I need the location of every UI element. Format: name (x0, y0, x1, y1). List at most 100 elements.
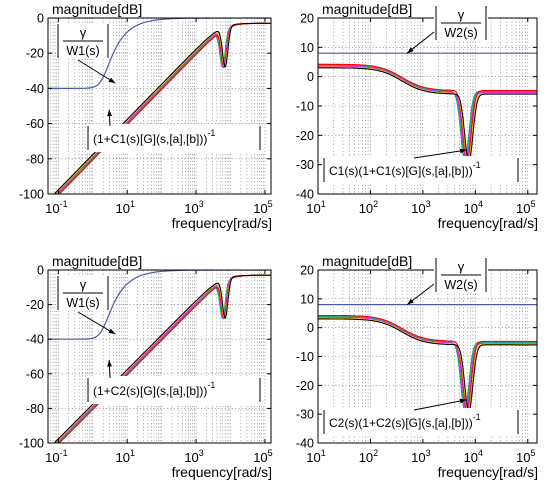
x-tick-base: 10 (516, 201, 530, 216)
y-tick-label: 0 (307, 70, 314, 84)
x-tick-base: 10 (359, 201, 373, 216)
plot-frame (47, 269, 272, 444)
weight-line (48, 18, 271, 90)
x-tick-exponent: 4 (478, 199, 483, 209)
expr-text: C2(s)(1+C2(s)[G](s,[a],[b]))-1 (329, 412, 481, 430)
series-line-2 (318, 65, 537, 163)
arrow-head (107, 359, 112, 367)
y-tick-label: 10 (300, 41, 314, 55)
y-tick-label: -20 (296, 129, 314, 143)
expr-body: C2(s)(1+C2(s)[G](s,[a],[b])) (329, 416, 473, 430)
series-line-4 (58, 274, 271, 443)
x-tick-label: 101 (115, 448, 134, 465)
arrow-head (407, 298, 414, 305)
fraction-denominator: W1(s) (66, 296, 99, 310)
series-line-5 (318, 317, 537, 413)
y-tick-label: -40 (26, 333, 44, 347)
x-tick-base: 10 (253, 450, 267, 465)
expr-text: C1(s)(1+C1(s)[G](s,[a],[b]))-1 (329, 160, 481, 178)
expr-body: (1+C2(s)[G](s,[a],[b])) (93, 384, 207, 398)
series-line-3 (318, 65, 537, 163)
x-tick-label: 10-1 (45, 448, 67, 465)
arrow-line (77, 311, 116, 335)
x-tick-base: 10 (359, 450, 373, 465)
x-tick-label: 105 (516, 448, 535, 465)
y-tick-label: -100 (19, 188, 44, 202)
x-tick-exponent: 2 (373, 448, 378, 458)
series-line-4 (58, 22, 271, 194)
y-tick-label: -100 (19, 437, 44, 451)
series-line-4 (318, 63, 537, 163)
y-tick-label: 10 (300, 292, 314, 306)
y-axis-label: magnitude[dB] (322, 1, 412, 17)
y-tick-label: -80 (26, 402, 44, 416)
x-tick-exponent: 3 (199, 448, 204, 458)
series-group (318, 304, 537, 413)
x-axis-label: frequency[rad/s] (438, 215, 538, 231)
y-tick-label: -10 (296, 100, 314, 114)
arrow-line (413, 149, 467, 159)
x-axis-label: frequency[rad/s] (172, 215, 272, 231)
expr-text: (1+C1(s)[G](s,[a],[b]))-1 (93, 128, 215, 146)
y-tick-label: -60 (26, 367, 44, 381)
x-tick-base: 10 (253, 201, 267, 216)
x-tick-exponent: -1 (60, 199, 68, 209)
y-tick-label: -30 (296, 158, 314, 172)
expr-exponent: -1 (473, 160, 481, 170)
x-tick-base: 10 (464, 201, 478, 216)
fraction-numerator: γ (80, 277, 87, 292)
fraction-numerator: γ (458, 7, 465, 22)
y-tick-label: -20 (26, 47, 44, 61)
x-tick-base: 10 (115, 201, 129, 216)
y-axis-label: magnitude[dB] (52, 253, 142, 269)
x-tick-exponent: 1 (130, 199, 135, 209)
expr-exponent: -1 (473, 412, 481, 422)
x-tick-exponent: 5 (530, 199, 535, 209)
annotations: γ W2(s) C2(s)(1+C2(s)[G](s,[a],[b]))-1 (322, 257, 522, 436)
y-tick-label: 0 (307, 321, 314, 335)
x-tick-exponent: 3 (199, 199, 204, 209)
expr-text: (1+C2(s)[G](s,[a],[b]))-1 (93, 380, 215, 398)
arrow-head (459, 148, 467, 154)
x-tick-base: 10 (184, 201, 198, 216)
x-tick-base: 10 (516, 450, 530, 465)
series-line-2 (318, 316, 537, 412)
x-tick-label: 105 (253, 448, 272, 465)
x-tick-base: 10 (184, 450, 198, 465)
x-tick-base: 10 (45, 450, 59, 465)
y-tick-label: -60 (26, 117, 44, 131)
y-tick-label: -40 (26, 82, 44, 96)
x-tick-base: 10 (45, 201, 59, 216)
y-tick-label: -10 (296, 350, 314, 364)
x-tick-label: 103 (184, 448, 203, 465)
x-tick-exponent: 1 (321, 199, 326, 209)
arrow-head (407, 47, 414, 54)
y-tick-label: 0 (37, 264, 44, 278)
x-tick-label: 101 (306, 199, 325, 216)
annotations: γ W1(s) (1+C1(s)[G](s,[a],[b]))-1 (56, 23, 264, 152)
y-tick-label: 20 (300, 12, 314, 26)
series-group (318, 52, 537, 163)
fraction-denominator: W2(s) (444, 278, 477, 292)
x-tick-label: 101 (115, 199, 134, 216)
fraction-denominator: W1(s) (66, 44, 99, 58)
series-line-3 (318, 316, 537, 412)
y-tick-label: -80 (26, 152, 44, 166)
expr-label-bg (322, 156, 522, 184)
y-tick-label: -40 (296, 437, 314, 451)
x-tick-exponent: 3 (426, 199, 431, 209)
grid (48, 18, 271, 194)
x-tick-exponent: 1 (321, 448, 326, 458)
x-tick-exponent: 4 (478, 448, 483, 458)
series-line-5 (318, 66, 537, 163)
y-axis-label: magnitude[dB] (52, 1, 142, 17)
series-line-6 (53, 22, 271, 194)
x-tick-exponent: 3 (426, 448, 431, 458)
expr-body: C1(s)(1+C1(s)[G](s,[a],[b])) (329, 164, 473, 178)
y-tick-label: 0 (37, 12, 44, 26)
series-line-4 (318, 314, 537, 413)
x-tick-label: 103 (411, 199, 430, 216)
